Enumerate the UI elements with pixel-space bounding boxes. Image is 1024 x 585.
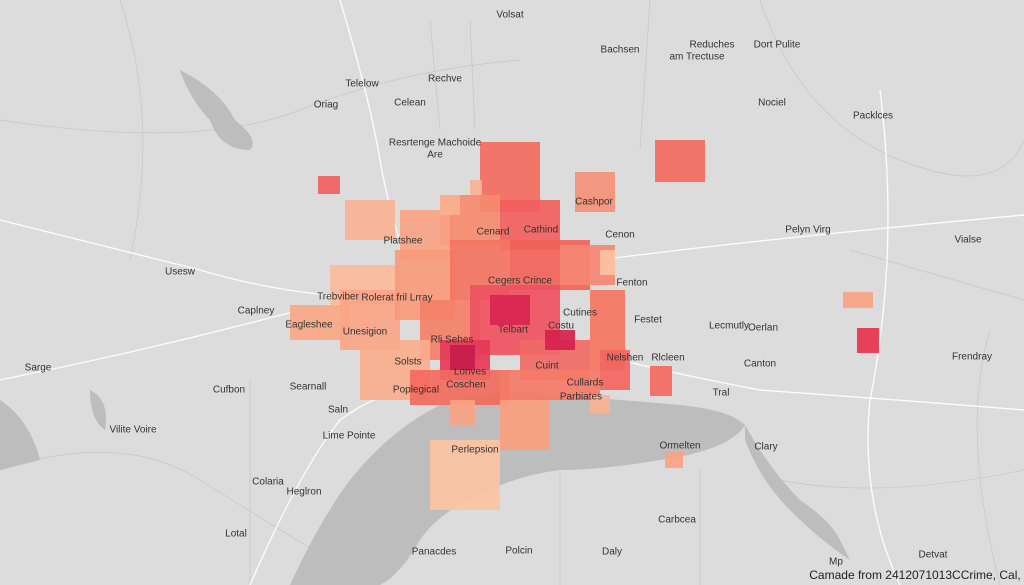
place-label: Rlcleen [651,353,684,364]
region [590,395,610,413]
crime-regions [290,140,879,510]
region [650,366,672,396]
place-label: Reduches [689,40,734,51]
place-label: Celean [394,98,426,109]
place-label: Costu [548,321,574,332]
region [440,195,460,215]
place-label: Cegers Crince [488,276,552,287]
place-label: Saln [328,405,348,416]
attribution: Camade from 2412071013CCrime, Cal, 2 [809,568,1024,582]
place-label: Lotal [225,529,247,540]
region [857,328,879,353]
place-label: Solsts [394,357,421,368]
region [345,200,395,240]
place-label: Caplney [238,306,275,317]
region [545,330,575,350]
region [600,350,630,390]
place-label: Lecmutly [709,321,749,332]
place-label: Coschen [446,380,485,391]
place-label: Cathind [524,225,558,236]
place-label: Fenton [616,278,647,289]
place-label: Mp [829,557,843,568]
place-label: Oerlan [748,323,778,334]
place-label: Pelyn Virg [785,225,830,236]
place-label: Cenard [477,227,510,238]
place-label: Cashpor [575,197,613,208]
place-label: Nelshen [607,353,644,364]
region [430,440,500,510]
place-label: Heglron [286,487,321,498]
place-label: Poplegical [393,385,439,396]
place-label: Dort Pulite [754,40,801,51]
place-label: Parbiates [560,392,602,403]
place-label: Rolerat fril Lrray [361,293,432,304]
region [655,140,705,182]
region [665,452,683,468]
place-label: Are [427,150,443,161]
place-label: Clary [754,442,777,453]
region [450,400,475,425]
place-label: Canton [744,359,776,370]
place-label: Usesw [165,267,196,278]
place-label: Resrtenge Machoide [389,138,482,149]
place-label: Vialse [954,235,981,246]
place-label: Telbart [498,325,528,336]
place-label: Carbcea [658,515,696,526]
place-label: Platshee [384,236,423,247]
place-label: Ormelten [659,441,700,452]
place-label: Lonves [454,367,486,378]
region [500,370,600,400]
place-label: Cenon [605,230,634,241]
place-label: Trebviber [317,292,360,303]
place-label: am Trectuse [669,52,724,63]
place-label: Cuint [535,361,559,372]
place-label: Festet [634,315,662,326]
region [318,176,340,194]
place-label: Perlepsion [451,445,498,456]
place-label: Cullards [567,378,604,389]
place-label: Detvat [919,550,948,561]
place-label: Daly [602,547,622,558]
place-label: Oriag [314,100,338,111]
place-label: Colaria [252,477,284,488]
place-label: Rechve [428,74,462,85]
place-label: Nociel [758,98,786,109]
place-label: Cufbon [213,385,245,396]
place-label: Frendray [952,352,992,363]
place-label: Rli Sehes [431,335,474,346]
region [843,292,873,308]
region [410,370,510,405]
place-label: Sarge [25,363,52,374]
region [470,180,482,195]
place-label: Cutines [563,308,597,319]
region [500,400,550,450]
place-label: Volsat [496,10,523,21]
place-label: Searnall [290,382,327,393]
region [575,172,615,212]
place-label: Bachsen [601,45,640,56]
place-label: Eagleshee [285,320,333,331]
place-label: Polcin [505,546,532,557]
region [600,250,615,275]
place-label: Telelow [345,79,379,90]
water [0,70,850,585]
place-label: Unesigion [343,327,387,338]
place-label: Packlces [853,111,893,122]
place-label: Panacdes [412,547,456,558]
place-label: Vilite Voire [109,425,157,436]
region [450,345,475,370]
place-label: Lime Pointe [323,431,376,442]
region [490,295,530,325]
place-label: Tral [713,388,730,399]
